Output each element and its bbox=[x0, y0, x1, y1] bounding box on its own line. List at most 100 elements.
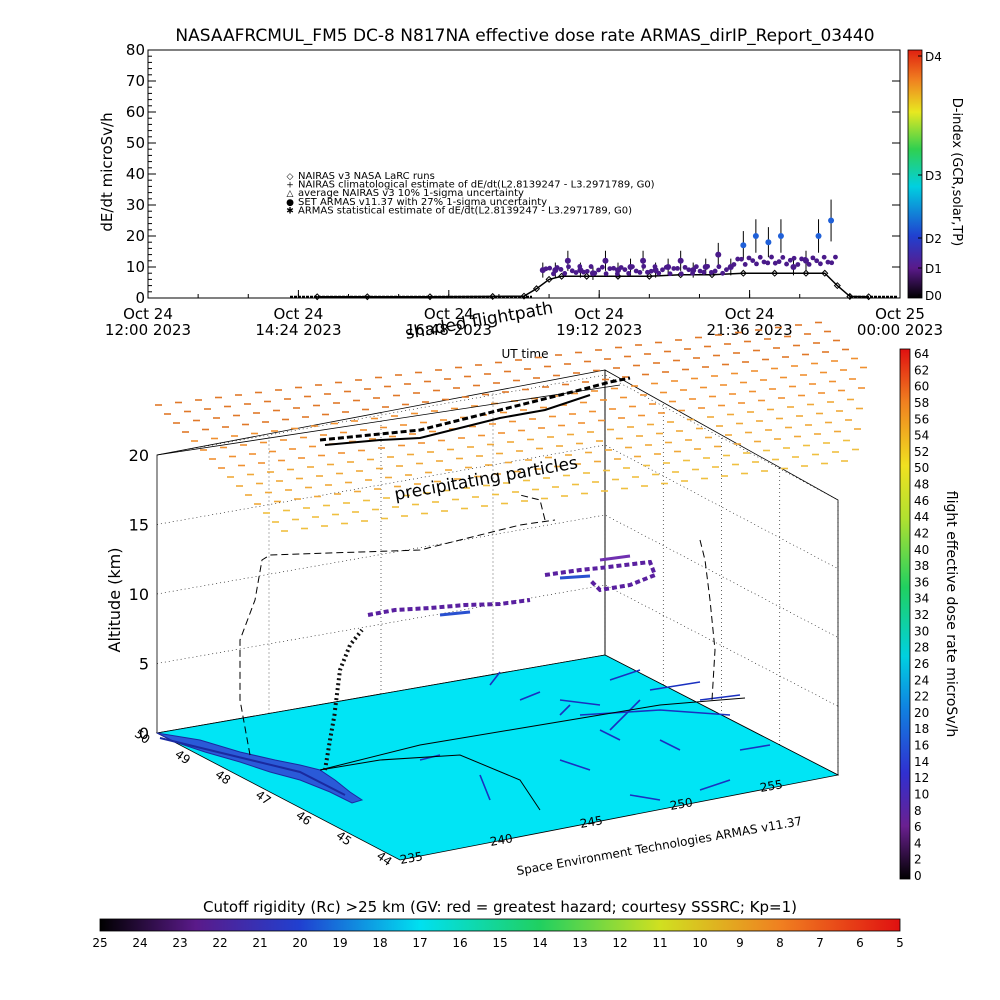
x-tick-label-time: 14:24 2023 bbox=[255, 321, 341, 339]
armas-dense-point bbox=[678, 271, 684, 277]
armas-dense-point bbox=[833, 254, 838, 260]
d-index-colorbar bbox=[907, 49, 923, 299]
d-index-tick: D0 bbox=[925, 289, 942, 303]
dose-tick: 0 bbox=[914, 869, 922, 883]
y-tick-label: 10 bbox=[126, 258, 145, 276]
cutoff-tick: 18 bbox=[372, 936, 387, 950]
latitude-tick: 50 bbox=[132, 727, 153, 747]
armas-dense-point bbox=[735, 256, 741, 262]
armas-dense-point bbox=[656, 270, 662, 276]
nairas-point bbox=[489, 292, 497, 300]
altitude-tick: 20 bbox=[129, 446, 149, 465]
armas-dense-point bbox=[825, 259, 831, 265]
dose-tick: 36 bbox=[914, 575, 929, 589]
dose-tick: 16 bbox=[914, 739, 929, 753]
cutoff-tick: 8 bbox=[776, 936, 784, 950]
armas-dense-point bbox=[757, 254, 763, 260]
nairas-point bbox=[821, 269, 829, 277]
dose-tick: 20 bbox=[914, 706, 929, 720]
armas-dense-point bbox=[787, 257, 793, 263]
armas-point bbox=[790, 264, 797, 270]
plot-frame bbox=[147, 49, 901, 299]
y-axis-label: dE/dt microSv/h bbox=[98, 112, 116, 231]
armas-point bbox=[765, 239, 772, 246]
dose-tick: 18 bbox=[914, 722, 929, 736]
cutoff-tick: 23 bbox=[172, 936, 187, 950]
armas-dense-point bbox=[562, 271, 568, 276]
cutoff-tick: 22 bbox=[212, 936, 227, 950]
y-tick-label: 20 bbox=[126, 227, 145, 245]
nairas-point bbox=[545, 275, 553, 283]
armas-dense-point bbox=[603, 271, 609, 277]
armas-dense-point bbox=[577, 263, 583, 269]
cutoff-tick: 6 bbox=[856, 936, 864, 950]
dose-colorbar-ticks: 0246810121416182022242628303234363840424… bbox=[914, 347, 929, 883]
armas-dense-point bbox=[795, 262, 801, 267]
armas-dense-point bbox=[645, 269, 650, 275]
legend-symbol: △ bbox=[287, 189, 294, 199]
wall-gridlines bbox=[156, 370, 839, 775]
armas-dense-point bbox=[641, 263, 647, 269]
dose-tick: 2 bbox=[914, 853, 922, 867]
armas-dense-point bbox=[814, 258, 820, 264]
cutoff-tick: 15 bbox=[492, 936, 507, 950]
cutoff-tick: 21 bbox=[252, 936, 267, 950]
armas-dense-point bbox=[675, 266, 680, 271]
armas-dense-point bbox=[746, 255, 752, 261]
dose-tick: 38 bbox=[914, 559, 929, 573]
x-tick-label-time: 16:48 2023 bbox=[406, 321, 492, 339]
cutoff-tick: 12 bbox=[612, 936, 627, 950]
nairas-point bbox=[426, 293, 434, 301]
dose-tick: 54 bbox=[914, 429, 929, 443]
armas-point bbox=[740, 242, 747, 249]
cutoff-tick: 10 bbox=[692, 936, 707, 950]
altitude-tick: 10 bbox=[129, 585, 149, 604]
nairas-point bbox=[583, 272, 591, 280]
y-axis-ticks: 0 10 20 30 40 50 60 70 80 bbox=[126, 41, 900, 307]
dose-tick: 60 bbox=[914, 380, 929, 394]
armas-point bbox=[752, 233, 759, 239]
armas-dense-point bbox=[558, 267, 564, 272]
armas-dense-point bbox=[551, 271, 556, 277]
d-index-tick: D2 bbox=[925, 232, 942, 246]
nairas-point bbox=[833, 282, 841, 290]
cutoff-tick: 7 bbox=[816, 936, 824, 950]
armas-dense-point bbox=[731, 262, 737, 267]
altitude-ticks: 0 5 10 15 20 bbox=[129, 446, 149, 743]
x-tick-label-date: Oct 24 bbox=[424, 305, 474, 323]
dose-tick: 4 bbox=[914, 836, 922, 850]
armas-dense-point bbox=[543, 266, 549, 272]
x-tick-label-time: 12:00 2023 bbox=[105, 321, 191, 339]
cutoff-tick: 16 bbox=[452, 936, 467, 950]
altitude-projections bbox=[239, 494, 716, 756]
armas-dense-point bbox=[829, 260, 835, 266]
map-features bbox=[419, 669, 771, 801]
dose-tick: 56 bbox=[914, 412, 929, 426]
armas-dense-point bbox=[607, 266, 613, 272]
y-tick-label: 40 bbox=[126, 165, 145, 183]
longitude-tick: 240 bbox=[489, 831, 514, 849]
y-tick-label: 30 bbox=[126, 196, 145, 214]
d-index-ticks: D0 D1 D2 D3 D4 bbox=[918, 50, 942, 303]
dose-tick: 34 bbox=[914, 592, 929, 606]
armas-dense-point bbox=[818, 261, 823, 267]
cutoff-tick: 25 bbox=[92, 936, 107, 950]
armas-point bbox=[815, 233, 822, 239]
legend: ◇ NAIRAS v3 NASA LaRC runs + NAIRAS climato… bbox=[286, 171, 655, 216]
dose-tick: 42 bbox=[914, 526, 929, 540]
armas-point bbox=[564, 257, 571, 264]
armas-dense-point bbox=[708, 269, 714, 275]
armas-dense-point bbox=[750, 258, 756, 263]
legend-symbol: + bbox=[286, 181, 294, 191]
legend-symbol: ● bbox=[286, 198, 294, 208]
armas-dense-point bbox=[547, 265, 553, 271]
armas-point bbox=[640, 257, 647, 264]
nairas-point bbox=[532, 285, 541, 293]
armas-dense-point bbox=[769, 254, 774, 260]
armas-dense-point bbox=[754, 261, 759, 267]
longitude-ticks: 235 240 245 250 255 bbox=[399, 777, 784, 867]
legend-label: NAIRAS climatological estimate of dE/dt(… bbox=[298, 180, 655, 191]
dose-tick: 50 bbox=[914, 461, 929, 475]
x-axis-label: UT time bbox=[501, 347, 548, 361]
